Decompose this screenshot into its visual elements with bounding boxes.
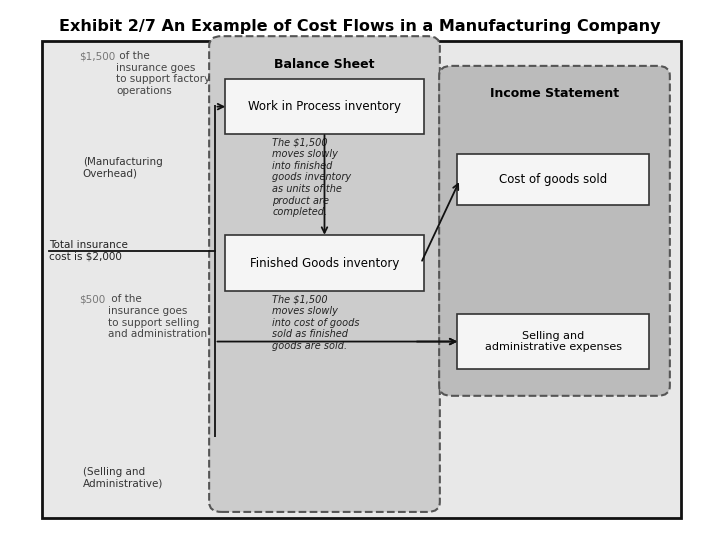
Text: Selling and
administrative expenses: Selling and administrative expenses: [485, 330, 621, 353]
Text: Balance Sheet: Balance Sheet: [274, 58, 374, 71]
FancyBboxPatch shape: [209, 36, 440, 512]
FancyBboxPatch shape: [225, 79, 423, 134]
FancyBboxPatch shape: [439, 66, 670, 396]
Text: Total insurance
cost is $2,000: Total insurance cost is $2,000: [49, 240, 127, 262]
Text: (Selling and
Administrative): (Selling and Administrative): [83, 467, 163, 489]
FancyBboxPatch shape: [457, 154, 649, 205]
Text: Income Statement: Income Statement: [490, 87, 619, 100]
FancyBboxPatch shape: [225, 235, 423, 291]
Text: Finished Goods inventory: Finished Goods inventory: [250, 256, 399, 270]
Text: The $1,500
moves slowly
into finished
goods inventory
as units of the
product ar: The $1,500 moves slowly into finished go…: [272, 138, 351, 217]
Text: of the
insurance goes
to support factory
operations: of the insurance goes to support factory…: [117, 51, 210, 96]
Text: $1,500: $1,500: [79, 51, 115, 62]
Text: Cost of goods sold: Cost of goods sold: [499, 173, 607, 186]
Text: The $1,500
moves slowly
into cost of goods
sold as finished
goods are sold.: The $1,500 moves slowly into cost of goo…: [272, 294, 359, 350]
Text: (Manufacturing
Overhead): (Manufacturing Overhead): [83, 157, 163, 178]
FancyBboxPatch shape: [42, 40, 681, 518]
Text: of the
insurance goes
to support selling
and administration: of the insurance goes to support selling…: [108, 294, 207, 339]
FancyBboxPatch shape: [457, 314, 649, 369]
Text: $500: $500: [79, 294, 106, 305]
Text: Exhibit 2/7 An Example of Cost Flows in a Manufacturing Company: Exhibit 2/7 An Example of Cost Flows in …: [59, 19, 661, 34]
Text: Work in Process inventory: Work in Process inventory: [248, 100, 401, 113]
